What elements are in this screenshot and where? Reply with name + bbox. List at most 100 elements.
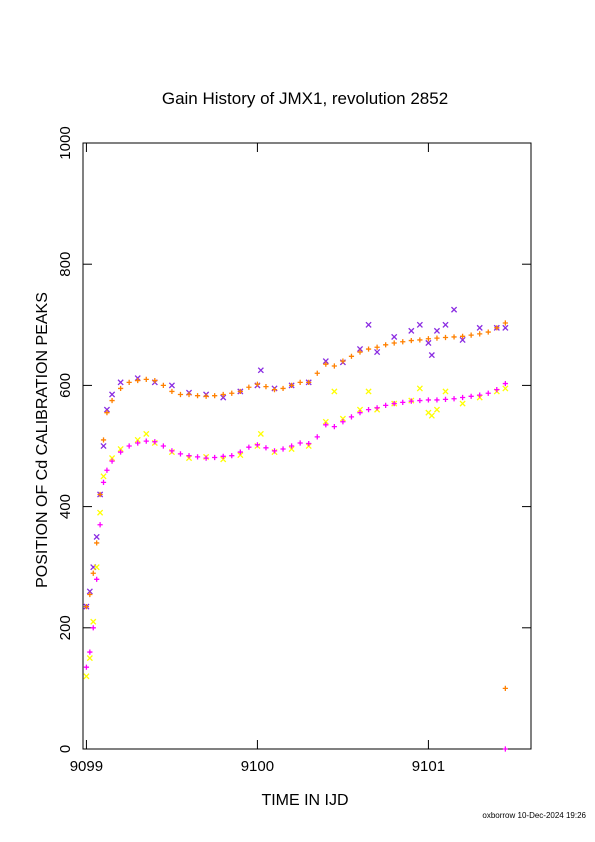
data-point — [143, 376, 149, 382]
data-point — [100, 479, 107, 485]
data-point — [168, 382, 175, 389]
data-point — [117, 445, 124, 453]
data-point — [177, 391, 184, 398]
data-point — [97, 491, 103, 498]
data-point — [86, 588, 93, 595]
data-point — [118, 385, 124, 392]
data-point — [220, 456, 227, 463]
x-tick-label: 9101 — [412, 758, 445, 775]
data-point — [203, 393, 209, 399]
chart-title: Gain History of JMX1, revolution 2852 — [162, 89, 448, 108]
data-point — [477, 392, 483, 398]
data-point — [94, 576, 100, 582]
data-point — [97, 522, 103, 528]
data-point — [203, 455, 209, 461]
data-point — [502, 385, 509, 392]
data-point — [126, 379, 132, 385]
data-point — [408, 337, 414, 344]
data-point — [169, 388, 175, 395]
data-point — [100, 442, 107, 450]
data-point — [212, 454, 218, 461]
data-point — [109, 458, 115, 464]
data-point — [459, 336, 466, 344]
y-tick-label: 600 — [57, 373, 74, 398]
data-point — [152, 377, 158, 384]
data-point — [220, 394, 227, 401]
data-point — [408, 398, 414, 404]
data-point — [271, 387, 278, 393]
data-point — [494, 325, 500, 331]
plot-frame — [82, 142, 532, 750]
data-point — [306, 440, 312, 447]
data-point — [220, 453, 226, 459]
data-point — [160, 382, 166, 388]
data-point — [87, 649, 93, 655]
data-point — [288, 445, 295, 453]
data-point — [425, 339, 432, 347]
data-point — [90, 570, 96, 576]
data-point — [90, 618, 97, 625]
data-point — [502, 320, 508, 326]
data-point — [94, 540, 100, 546]
data-point — [289, 382, 295, 388]
data-point — [365, 346, 372, 352]
data-point — [237, 388, 243, 395]
data-point — [103, 406, 110, 413]
data-point — [90, 625, 96, 631]
data-point — [357, 410, 363, 416]
data-point — [428, 412, 435, 419]
data-point — [97, 509, 104, 516]
data-point — [322, 418, 329, 425]
x-tick-label: 9100 — [241, 758, 274, 775]
data-point — [280, 446, 286, 452]
data-point — [186, 453, 192, 459]
data-point — [408, 327, 415, 334]
series-1 — [83, 306, 509, 610]
data-point — [391, 400, 397, 407]
data-point — [365, 388, 372, 395]
data-point — [104, 410, 110, 416]
data-point — [237, 452, 244, 459]
data-point — [86, 655, 93, 662]
y-tick-label: 1000 — [57, 126, 74, 159]
series-3 — [83, 385, 509, 680]
data-point — [331, 363, 337, 369]
data-point — [365, 321, 372, 328]
data-point — [83, 673, 90, 680]
data-point — [109, 391, 116, 398]
data-point — [83, 664, 90, 670]
data-point — [186, 391, 192, 398]
data-point — [425, 397, 432, 403]
data-point — [442, 334, 449, 341]
data-point — [459, 400, 466, 407]
data-point — [152, 439, 158, 445]
data-point — [263, 384, 269, 390]
data-point — [117, 379, 124, 386]
data-point — [118, 449, 124, 455]
data-point — [212, 393, 218, 399]
x-tick-label: 9099 — [70, 758, 103, 775]
data-point — [229, 390, 235, 396]
data-point — [374, 405, 380, 411]
data-point — [135, 440, 141, 446]
data-point — [356, 406, 364, 413]
data-point — [135, 377, 141, 384]
data-point — [220, 391, 226, 398]
data-point — [442, 396, 449, 402]
data-point — [314, 370, 320, 376]
data-point — [494, 387, 500, 393]
data-point — [160, 443, 166, 449]
data-point — [502, 380, 508, 387]
data-point — [374, 349, 381, 356]
data-point — [348, 414, 355, 420]
data-point — [257, 430, 264, 437]
data-point — [263, 445, 269, 451]
data-point — [502, 324, 509, 331]
data-point — [257, 367, 264, 374]
data-point — [502, 746, 508, 752]
data-point — [348, 353, 355, 359]
data-point — [450, 306, 458, 313]
data-point — [169, 448, 175, 454]
data-point — [460, 394, 466, 401]
data-point — [400, 339, 406, 345]
